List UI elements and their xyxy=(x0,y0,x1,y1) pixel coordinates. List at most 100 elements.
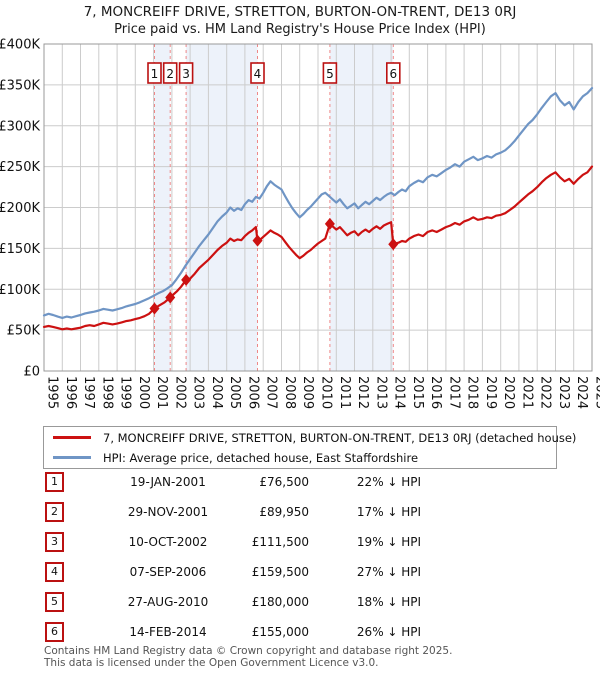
sale-label-number: 1 xyxy=(151,67,159,81)
transaction-date: 14-FEB-2014 xyxy=(129,625,207,639)
x-tick-label: 2013 xyxy=(373,376,388,409)
y-tick-label: £200K xyxy=(0,201,40,216)
transaction-row: 1 19-JAN-2001 £76,500 22% ↓ HPI xyxy=(44,469,556,499)
transaction-price: £76,500 xyxy=(259,475,309,489)
x-tick-label: 2007 xyxy=(264,376,279,409)
transaction-price: £89,950 xyxy=(259,505,309,519)
x-tick-label: 2009 xyxy=(300,376,315,409)
y-tick-label: £400K xyxy=(0,38,40,53)
sale-point-1 xyxy=(149,302,160,315)
row-marker-number: 3 xyxy=(45,532,64,552)
sale-point-2 xyxy=(165,291,176,304)
x-tick-label: 2017 xyxy=(446,376,461,409)
x-tick-label: 2016 xyxy=(428,376,443,409)
transaction-hpi-delta: 19% ↓ HPI xyxy=(356,535,422,549)
transaction-date: 27-AUG-2010 xyxy=(127,595,209,609)
x-tick-label: 2023 xyxy=(556,376,571,409)
row-marker-number: 1 xyxy=(45,472,64,492)
row-marker-number: 6 xyxy=(45,622,64,642)
transaction-hpi-delta: 27% ↓ HPI xyxy=(356,565,422,579)
sale-label-box-6 xyxy=(385,62,401,84)
transaction-row: 6 14-FEB-2014 £155,000 26% ↓ HPI xyxy=(44,619,556,649)
price-line xyxy=(42,165,594,331)
x-tick-label: 2022 xyxy=(538,376,553,409)
x-tick-label: 1995 xyxy=(45,376,60,409)
transaction-row: 2 29-NOV-2001 £89,950 17% ↓ HPI xyxy=(44,499,556,529)
y-tick-label: £0 xyxy=(23,365,40,380)
legend-row-hpi: HPI: Average price, detached house, East… xyxy=(44,448,556,468)
x-tick-label: 2024 xyxy=(574,376,589,409)
sale-label-box-3 xyxy=(178,62,194,84)
legend-label-price: 7, MONCREIFF DRIVE, STRETTON, BURTON-ON-… xyxy=(103,430,577,445)
legend-label-hpi: HPI: Average price, detached house, East… xyxy=(103,450,419,465)
legend-row-price: 7, MONCREIFF DRIVE, STRETTON, BURTON-ON-… xyxy=(44,428,576,448)
x-tick-label: 1996 xyxy=(63,376,78,409)
sale-label-box-1 xyxy=(147,62,162,84)
transaction-row: 5 27-AUG-2010 £180,000 18% ↓ HPI xyxy=(44,589,556,619)
row-marker-number: 5 xyxy=(45,592,64,612)
y-tick-label: £150K xyxy=(0,242,40,257)
x-tick-label: 2021 xyxy=(519,376,534,409)
chart-subtitle: Price paid vs. HM Land Registry's House … xyxy=(114,22,486,37)
x-tick-label: 2025 xyxy=(593,376,600,409)
x-tick-label: 2019 xyxy=(483,376,498,409)
x-tick-label: 1998 xyxy=(99,376,114,409)
sale-label-number: 6 xyxy=(389,67,397,81)
x-tick-label: 2001 xyxy=(154,376,169,409)
x-tick-label: 1999 xyxy=(118,376,133,409)
x-tick-label: 2010 xyxy=(319,376,334,409)
y-tick-label: £300K xyxy=(0,119,40,134)
sale-label-box-2 xyxy=(162,62,178,84)
sale-point-5 xyxy=(324,217,335,230)
x-tick-label: 1997 xyxy=(81,376,96,409)
x-tick-label: 2003 xyxy=(191,376,206,409)
license-line-1: Contains HM Land Registry data © Crown c… xyxy=(44,645,453,657)
x-tick-label: 2006 xyxy=(245,376,260,409)
sale-label-number: 2 xyxy=(166,67,174,81)
transaction-hpi-delta: 17% ↓ HPI xyxy=(356,505,422,519)
x-tick-label: 2012 xyxy=(355,376,370,409)
y-tick-label: £350K xyxy=(0,78,40,93)
x-tick-label: 2002 xyxy=(172,376,187,409)
legend: 7, MONCREIFF DRIVE, STRETTON, BURTON-ON-… xyxy=(43,426,576,469)
x-tick-label: 2018 xyxy=(465,376,480,409)
plot-border xyxy=(43,43,593,372)
price-line-swatch xyxy=(53,436,91,439)
transaction-date: 29-NOV-2001 xyxy=(127,505,209,519)
sale-point-6 xyxy=(388,238,399,251)
license-line-2: This data is licensed under the Open Gov… xyxy=(44,656,379,669)
transaction-price: £155,000 xyxy=(251,625,309,639)
sale-label-number: 3 xyxy=(182,67,190,81)
sale-point-4 xyxy=(252,234,263,247)
x-tick-label: 2011 xyxy=(337,376,352,409)
x-tick-label: 2020 xyxy=(501,376,516,409)
sale-label-number: 4 xyxy=(254,67,262,81)
sale-label-box-5 xyxy=(322,62,338,84)
x-tick-label: 2004 xyxy=(209,376,224,409)
sale-point-3 xyxy=(181,273,192,286)
x-tick-label: 2014 xyxy=(392,376,407,409)
transaction-price: £111,500 xyxy=(251,535,309,549)
x-tick-label: 2000 xyxy=(136,376,151,409)
y-tick-label: £250K xyxy=(0,160,40,175)
y-tick-label: £100K xyxy=(0,283,40,298)
sale-label-number: 5 xyxy=(326,67,334,81)
row-marker-number: 4 xyxy=(45,562,64,582)
sale-label-box-4 xyxy=(250,62,265,84)
transaction-row: 3 10-OCT-2002 £111,500 19% ↓ HPI xyxy=(44,529,556,559)
transaction-price: £159,500 xyxy=(251,565,309,579)
transaction-row: 4 07-SEP-2006 £159,500 27% ↓ HPI xyxy=(44,559,556,589)
transaction-date: 10-OCT-2002 xyxy=(128,535,208,549)
transaction-date: 07-SEP-2006 xyxy=(129,565,207,579)
transaction-date: 19-JAN-2001 xyxy=(130,475,206,489)
x-tick-label: 2015 xyxy=(410,376,425,409)
x-tick-label: 2005 xyxy=(227,376,242,409)
chart-title: 7, MONCREIFF DRIVE, STRETTON, BURTON-ON-… xyxy=(83,4,517,20)
price-chart: 1 2 3 4 5 6 £0 £50K £100K £150K £200K £250K £300K £35… xyxy=(0,38,600,410)
license-note: Contains HM Land Registry data © Crown c… xyxy=(44,645,584,669)
hpi-line-swatch xyxy=(53,456,91,459)
transaction-hpi-delta: 18% ↓ HPI xyxy=(356,595,422,609)
transaction-hpi-delta: 22% ↓ HPI xyxy=(356,475,422,489)
transaction-hpi-delta: 26% ↓ HPI xyxy=(356,625,422,639)
